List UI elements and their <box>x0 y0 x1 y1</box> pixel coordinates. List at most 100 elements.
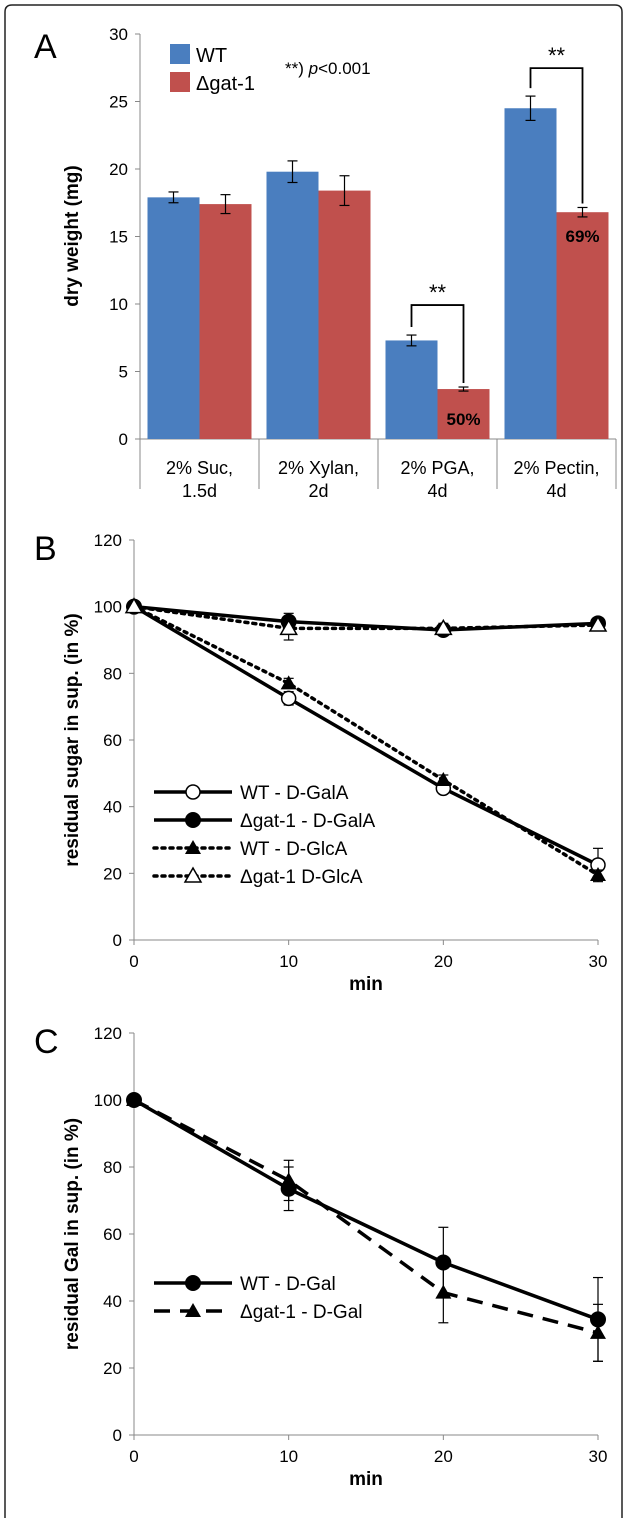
y-axis-label-c: residual Gal in sup. (in %) <box>62 1118 83 1350</box>
y-tick-label-c: 0 <box>113 1426 122 1445</box>
panel-label-c: C <box>34 1023 59 1061</box>
bar-wt <box>266 171 319 439</box>
significance-stars-a: ** <box>548 43 566 68</box>
x-tick-label-a: 2% Suc, <box>166 458 233 478</box>
chart-c: 0 20 40 60 80 100 120 0 10 20 30 min residual Gal in… <box>62 1024 607 1490</box>
panel-label-b: B <box>34 530 57 568</box>
x-tick-label-c: 10 <box>279 1447 298 1466</box>
p-stars: **) <box>285 59 309 78</box>
y-tick-label-a: 30 <box>109 25 128 44</box>
y-tick-label-c: 20 <box>103 1359 122 1378</box>
bar-gat1 <box>556 212 609 439</box>
marker-open-circle <box>280 690 297 707</box>
marker-filled-circle <box>185 812 201 828</box>
marker-filled-triangle <box>590 867 606 881</box>
marker-filled-circle <box>185 1275 201 1291</box>
marker-open-triangle <box>434 618 453 636</box>
x-axis-label-c: min <box>349 1469 383 1490</box>
legend-label-b: WT - D-GlcA <box>240 839 348 860</box>
legend-label-c: Δgat-1 - D-Gal <box>240 1302 363 1323</box>
series-line-c <box>133 1098 599 1335</box>
y-tick-label-b: 0 <box>113 931 122 950</box>
y-tick-label-c: 80 <box>103 1158 122 1177</box>
significance-bracket-a <box>529 67 584 204</box>
x-tick-label-b: 0 <box>129 952 138 971</box>
p-symbol: p <box>308 59 318 78</box>
x-tick-label-a: 2% Pectin, <box>513 458 599 478</box>
marker-filled-triangle <box>280 1172 297 1187</box>
figure-border <box>4 4 623 1518</box>
y-tick-label-b: 20 <box>103 864 122 883</box>
x-tick-label-b: 20 <box>434 952 453 971</box>
x-tick-label-c: 0 <box>129 1447 138 1466</box>
marker-filled-triangle <box>435 1284 452 1299</box>
y-tick-label-a: 15 <box>109 228 128 247</box>
y-tick-label-c: 100 <box>94 1091 122 1110</box>
marker-open-triangle <box>279 618 298 636</box>
x-tick-label-b: 30 <box>589 952 608 971</box>
y-tick-label-c: 40 <box>103 1292 122 1311</box>
x-tick-label-a: 4d <box>427 481 447 501</box>
bar-gat1 <box>318 190 371 439</box>
marker-filled-triangle <box>126 1092 142 1106</box>
marker-filled-triangle <box>280 675 297 690</box>
bar-gat1 <box>437 389 490 439</box>
percent-label-a: 50% <box>446 410 480 429</box>
y-tick-label-b: 100 <box>94 598 122 617</box>
y-axis-label-b: residual sugar in sup. (in %) <box>62 613 83 866</box>
legend-label-c: WT - D-Gal <box>240 1274 336 1295</box>
marker-filled-triangle <box>590 1324 606 1339</box>
marker-open-circle <box>185 784 201 800</box>
y-tick-label-a: 10 <box>109 295 128 314</box>
x-tick-label-a: 1.5d <box>182 481 217 501</box>
x-tick-label-c: 30 <box>589 1447 608 1466</box>
marker-filled-triangle <box>185 1303 201 1317</box>
y-tick-label-c: 60 <box>103 1225 122 1244</box>
series-line-b <box>132 604 600 877</box>
chart-a: 0 5 10 15 20 25 30 dry weight (mg) 2% Suc, 1.5d 2%… <box>62 25 617 501</box>
panel-label-a: A <box>34 28 57 66</box>
x-tick-label-a: 4d <box>546 481 566 501</box>
series-line-b <box>132 604 600 631</box>
y-tick-label-b: 60 <box>103 731 122 750</box>
p-threshold: <0.001 <box>318 59 370 78</box>
y-tick-label-a: 0 <box>119 430 128 449</box>
y-tick-label-a: 5 <box>119 363 128 382</box>
x-tick-label-b: 10 <box>279 952 298 971</box>
bar-wt <box>504 108 557 439</box>
x-tick-label-a: 2% Xylan, <box>278 458 359 478</box>
marker-open-triangle <box>183 866 203 883</box>
legend-label-a: Δgat-1 <box>196 73 255 95</box>
chart-b: 0 20 40 60 80 100 120 0 10 20 30 min residual sugar … <box>62 531 607 995</box>
p-value-annotation-a: **) p<0.001 <box>285 59 371 78</box>
y-tick-label-b: 80 <box>103 664 122 683</box>
legend-label-b: WT - D-GalA <box>240 783 349 804</box>
marker-open-triangle <box>588 615 608 632</box>
bar-gat1 <box>199 204 252 439</box>
significance-bracket-a <box>410 304 465 384</box>
marker-filled-triangle <box>185 840 201 854</box>
x-tick-label-a: 2d <box>308 481 328 501</box>
legend-label-b: Δgat-1 D-GlcA <box>240 867 363 888</box>
marker-filled-triangle <box>435 772 452 786</box>
marker-open-triangle <box>124 597 144 614</box>
y-tick-label-b: 120 <box>94 531 122 550</box>
x-tick-label-c: 20 <box>434 1447 453 1466</box>
percent-label-a: 69% <box>565 227 599 246</box>
y-tick-label-a: 25 <box>109 93 128 112</box>
bar-wt <box>385 340 438 439</box>
significance-stars-a: ** <box>429 280 447 305</box>
y-tick-label-c: 120 <box>94 1024 122 1043</box>
legend-label-b: Δgat-1 - D-GalA <box>240 811 375 832</box>
x-tick-label-a: 2% PGA, <box>400 458 474 478</box>
legend-label-a: WT <box>196 45 227 67</box>
y-tick-label-a: 20 <box>109 160 128 179</box>
bar-wt <box>147 197 200 439</box>
y-tick-label-b: 40 <box>103 798 122 817</box>
legend-swatch-a <box>170 44 190 64</box>
x-axis-label-b: min <box>349 974 383 995</box>
series-line-b <box>133 605 599 867</box>
legend-swatch-a <box>170 72 190 92</box>
